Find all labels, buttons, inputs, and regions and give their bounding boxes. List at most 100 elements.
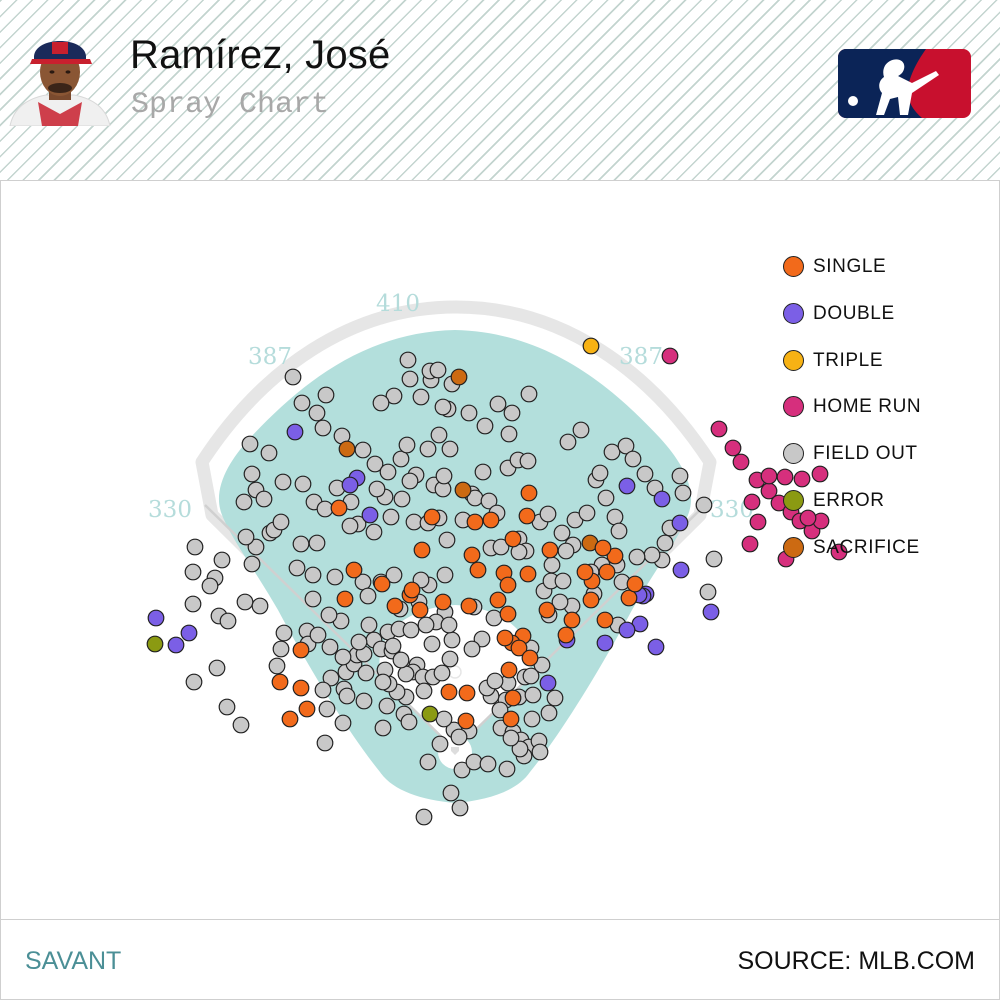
hit-point-field-out <box>436 566 454 584</box>
hit-point-single <box>496 629 514 647</box>
home-plate <box>451 747 459 755</box>
hit-point-field-out <box>628 548 646 566</box>
hit-point-field-out <box>354 441 372 459</box>
hit-point-field-out <box>241 435 259 453</box>
hit-point-field-out <box>184 563 202 581</box>
legend-label: FIELD OUT <box>813 443 918 465</box>
hit-point-field-out <box>392 450 410 468</box>
hit-point-field-out <box>268 657 286 675</box>
hit-point-double <box>147 609 165 627</box>
hit-point-error <box>146 635 164 653</box>
hit-point-field-out <box>523 710 541 728</box>
hit-point-field-out <box>603 443 621 461</box>
legend-swatch-field-out <box>783 443 804 465</box>
hit-point-field-out <box>451 799 469 817</box>
hit-point-field-out <box>453 761 471 779</box>
hit-point-field-out <box>557 542 575 560</box>
chart-header: Ramírez, José Spray Chart <box>0 0 1000 181</box>
hit-point-single <box>298 700 316 718</box>
hit-point-field-out <box>500 425 518 443</box>
hit-point-field-out <box>372 394 390 412</box>
hit-point-field-out <box>294 475 312 493</box>
hit-point-field-out <box>251 597 269 615</box>
hit-point-field-out <box>546 689 564 707</box>
hit-point-field-out <box>322 669 340 687</box>
hit-point-field-out <box>292 535 310 553</box>
hit-point-home-run <box>793 470 811 488</box>
hit-point-field-out <box>476 417 494 435</box>
hit-point-single <box>292 641 310 659</box>
hit-point-double <box>361 506 379 524</box>
legend-swatch-error <box>783 489 804 511</box>
hit-point-field-out <box>498 760 516 778</box>
hit-point-field-out <box>442 784 460 802</box>
legend-label: SACRIFICE <box>813 536 920 558</box>
hit-point-single <box>557 626 575 644</box>
hit-point-field-out <box>543 556 561 574</box>
legend-item-double: DOUBLE <box>783 301 973 348</box>
hit-point-field-out <box>320 606 338 624</box>
hit-point-single <box>499 605 517 623</box>
hit-point-field-out <box>232 716 250 734</box>
hit-point-field-out <box>430 426 448 444</box>
hit-point-field-out <box>393 490 411 508</box>
hit-point-field-out <box>473 630 491 648</box>
hit-point-field-out <box>398 436 416 454</box>
distance-label-left: 330 <box>148 497 192 523</box>
hit-point-double <box>341 476 359 494</box>
hit-point-field-out <box>419 440 437 458</box>
hit-point-single <box>596 611 614 629</box>
hit-point-field-out <box>463 640 481 658</box>
hit-point-home-run <box>776 468 794 486</box>
hit-point-field-out <box>486 672 504 690</box>
player-headshot-icon <box>8 22 112 127</box>
hit-point-single <box>345 561 363 579</box>
hit-point-double <box>618 621 636 639</box>
hit-point-field-out <box>656 534 674 552</box>
hit-point-field-out <box>441 440 459 458</box>
hit-point-home-run <box>811 465 829 483</box>
hit-point-field-out <box>578 504 596 522</box>
hit-point-single <box>336 590 354 608</box>
hit-point-field-out <box>480 492 498 510</box>
hit-point-field-out <box>415 682 433 700</box>
hit-point-field-out <box>492 538 510 556</box>
hit-point-field-out <box>643 546 661 564</box>
hit-point-single <box>518 507 536 525</box>
hit-point-field-out <box>554 572 572 590</box>
hit-point-single <box>271 673 289 691</box>
hit-point-field-out <box>674 484 692 502</box>
series-home-run <box>661 347 848 568</box>
hit-point-field-out <box>399 351 417 369</box>
hit-point-double <box>180 624 198 642</box>
hit-point-home-run <box>760 467 778 485</box>
hit-point-single <box>538 601 556 619</box>
legend-item-error: ERROR <box>783 488 973 535</box>
legend-label: ERROR <box>813 489 885 511</box>
hit-point-single <box>620 589 638 607</box>
hit-point-field-out <box>201 577 219 595</box>
hit-point-field-out <box>368 480 386 498</box>
hit-point-field-out <box>317 386 335 404</box>
hit-point-single <box>521 649 539 667</box>
legend-label: TRIPLE <box>813 349 884 371</box>
hit-point-home-run <box>661 347 679 365</box>
hit-point-single <box>541 541 559 559</box>
hit-point-field-out <box>260 444 278 462</box>
hit-point-field-out <box>540 704 558 722</box>
hit-point-field-out <box>429 361 447 379</box>
hit-point-field-out <box>304 566 322 584</box>
legend-label: DOUBLE <box>813 302 895 324</box>
hit-point-single <box>504 689 522 707</box>
hit-point-field-out <box>243 465 261 483</box>
footer-divider <box>0 919 1000 920</box>
hit-point-single <box>458 684 476 702</box>
savant-brand-link[interactable]: SAVANT <box>25 947 122 975</box>
hit-point-triple <box>582 337 600 355</box>
hit-point-field-out <box>379 463 397 481</box>
hit-point-field-out <box>417 616 435 634</box>
hit-point-field-out <box>385 566 403 584</box>
series-double <box>147 423 720 692</box>
hit-point-field-out <box>636 465 654 483</box>
hit-point-field-out <box>378 697 396 715</box>
